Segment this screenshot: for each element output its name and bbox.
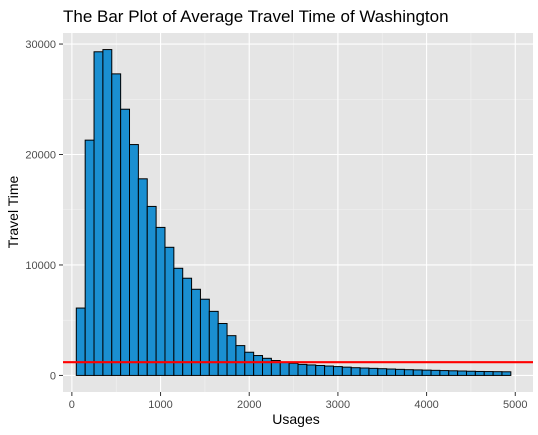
bar <box>298 364 307 375</box>
bar <box>333 367 342 376</box>
bar <box>147 206 156 375</box>
bar <box>502 372 511 376</box>
bar <box>484 372 493 376</box>
x-tick-label: 2000 <box>237 399 261 411</box>
bar <box>493 372 502 376</box>
bar <box>218 324 227 376</box>
chart-title: The Bar Plot of Average Travel Time of W… <box>63 7 449 26</box>
bar <box>413 370 422 376</box>
bar <box>431 370 440 375</box>
bar <box>245 352 254 375</box>
bar <box>103 50 112 376</box>
y-tick-label: 0 <box>50 370 56 382</box>
bar <box>138 179 147 376</box>
bar <box>387 369 396 375</box>
bar <box>449 371 458 376</box>
bar <box>325 366 334 375</box>
bar <box>112 74 121 376</box>
bar <box>360 368 369 375</box>
bar <box>76 308 85 375</box>
bar <box>369 368 378 375</box>
bar <box>404 370 413 376</box>
bar <box>209 311 218 375</box>
x-tick-label: 0 <box>69 399 75 411</box>
bar <box>316 365 325 375</box>
bar <box>307 365 316 375</box>
bar <box>174 268 183 375</box>
bar <box>342 367 351 375</box>
bar <box>227 336 236 376</box>
x-tick-label: 3000 <box>326 399 350 411</box>
bar <box>156 227 165 375</box>
bar <box>475 371 484 375</box>
x-axis-label: Usages <box>272 411 319 427</box>
x-axis: 0 1000 2000 3000 4000 5000 <box>69 392 528 411</box>
bar <box>94 52 103 376</box>
bar <box>200 299 209 375</box>
y-tick-label: 20000 <box>25 150 56 162</box>
bar <box>280 362 289 375</box>
bar <box>422 370 431 375</box>
bar <box>396 369 405 375</box>
y-tick-label: 10000 <box>25 260 56 272</box>
bar <box>183 278 192 375</box>
y-axis-label: Travel Time <box>5 175 21 248</box>
bar <box>466 371 475 375</box>
bar <box>130 145 139 376</box>
bar <box>351 368 360 376</box>
bar <box>85 140 94 375</box>
x-tick-label: 5000 <box>503 399 527 411</box>
bar <box>263 358 272 375</box>
y-axis: 0 10000 20000 30000 <box>25 39 63 382</box>
bar <box>378 369 387 376</box>
y-tick-label: 30000 <box>25 39 56 51</box>
x-tick-label: 4000 <box>414 399 438 411</box>
bar <box>236 346 245 376</box>
bar <box>440 371 449 376</box>
bar <box>289 363 298 375</box>
bar <box>121 109 130 375</box>
x-tick-label: 1000 <box>148 399 172 411</box>
bar <box>254 356 263 376</box>
bar <box>458 371 467 375</box>
bar <box>165 247 174 375</box>
